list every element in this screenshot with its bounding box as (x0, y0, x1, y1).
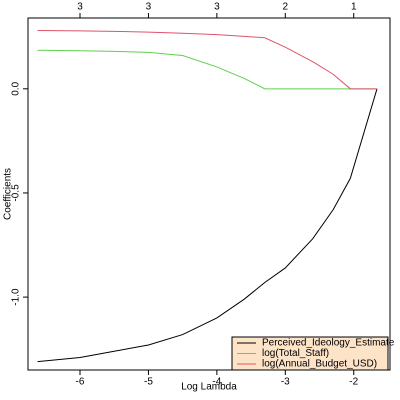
legend-box (231, 336, 389, 371)
legend-label: log(Annual_Budget_USD) (262, 359, 377, 370)
series-line (37, 88, 378, 363)
x2-tick-label: 2 (283, 2, 289, 13)
series-line (37, 49, 377, 90)
x-tick-label: -2 (349, 377, 358, 388)
y-tick-label: 0.0 (11, 81, 22, 95)
x-tick-label: -4 (212, 377, 221, 388)
x2-tick-label: 3 (77, 2, 83, 13)
x-tick-label: -6 (76, 377, 85, 388)
y-axis-label: Coefficients (3, 168, 14, 220)
x-tick-label: -5 (144, 377, 153, 388)
y-tick-label: -0.5 (11, 184, 22, 202)
x2-tick-label: 3 (214, 2, 220, 13)
series-line (37, 29, 377, 90)
legend-label: Perceived_Ideology_Estimate (262, 338, 395, 349)
x-tick-label: -3 (281, 377, 290, 388)
x2-tick-label: 3 (146, 2, 152, 13)
x-axis-label: Log Lambda (181, 382, 237, 393)
plot-box (27, 17, 391, 371)
x2-tick-label: 1 (351, 2, 357, 13)
legend-label: log(Total_Staff) (262, 348, 329, 359)
y-tick-label: -1.0 (11, 288, 22, 306)
